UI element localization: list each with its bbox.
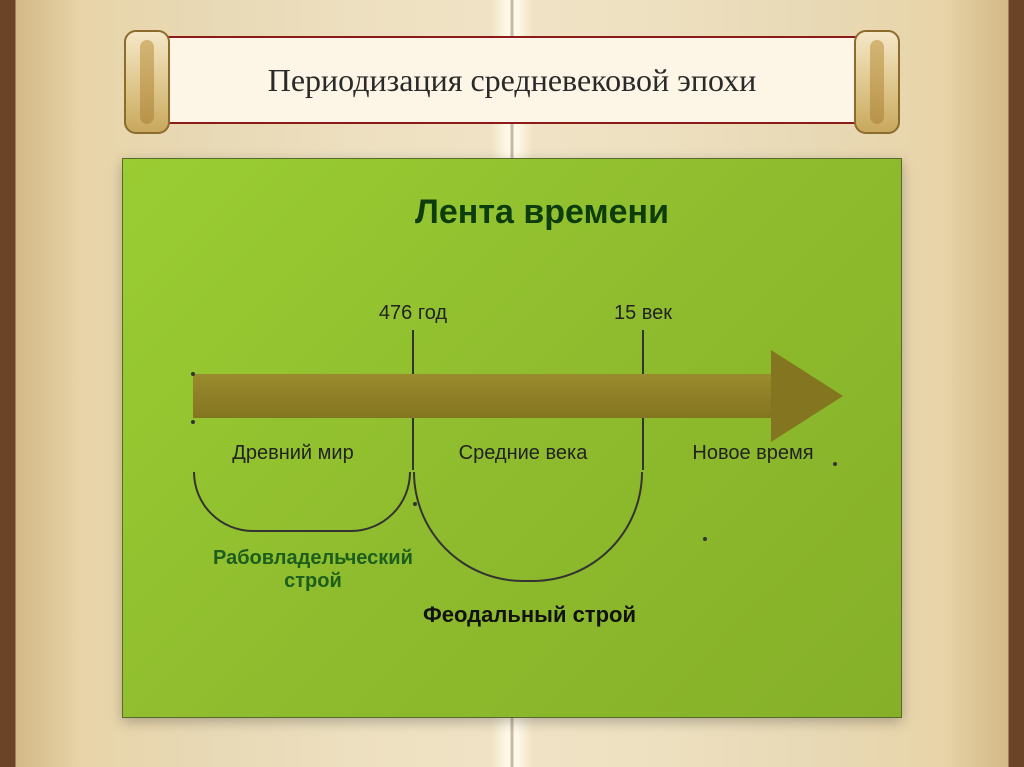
book-background: Периодизация средневековой эпохи Лента в… <box>0 0 1024 767</box>
dot-5 <box>833 462 837 466</box>
diagram-panel: Лента времени 476 год 15 век Древний мир… <box>122 158 902 718</box>
timeline-arrow-head <box>771 350 843 442</box>
system-slaveholding-line1: Рабовладельческий <box>213 547 413 569</box>
arc-feudal <box>413 472 643 582</box>
era-modern: Новое время <box>692 442 813 465</box>
era-medieval: Средние века <box>459 442 588 465</box>
dot-1 <box>191 372 195 376</box>
scroll-cap-left <box>124 30 170 134</box>
title-banner: Периодизация средневековой эпохи <box>152 36 872 124</box>
tick-label-2: 15 век <box>614 302 672 325</box>
dot-3 <box>413 502 417 506</box>
timeline-arrow-bar <box>193 374 773 418</box>
dot-4 <box>703 537 707 541</box>
arc-slaveholding <box>193 472 411 532</box>
diagram-title: Лента времени <box>223 193 861 232</box>
dot-2 <box>191 420 195 424</box>
system-slaveholding: Рабовладельческий строй <box>213 547 413 593</box>
system-slaveholding-line2: строй <box>284 570 342 592</box>
era-ancient: Древний мир <box>232 442 353 465</box>
timeline: 476 год 15 век Древний мир Средние века … <box>163 302 861 642</box>
slide-title: Периодизация средневековой эпохи <box>268 62 757 99</box>
scroll-cap-right <box>854 30 900 134</box>
tick-label-1: 476 год <box>379 302 447 325</box>
system-feudal: Феодальный строй <box>423 602 636 628</box>
